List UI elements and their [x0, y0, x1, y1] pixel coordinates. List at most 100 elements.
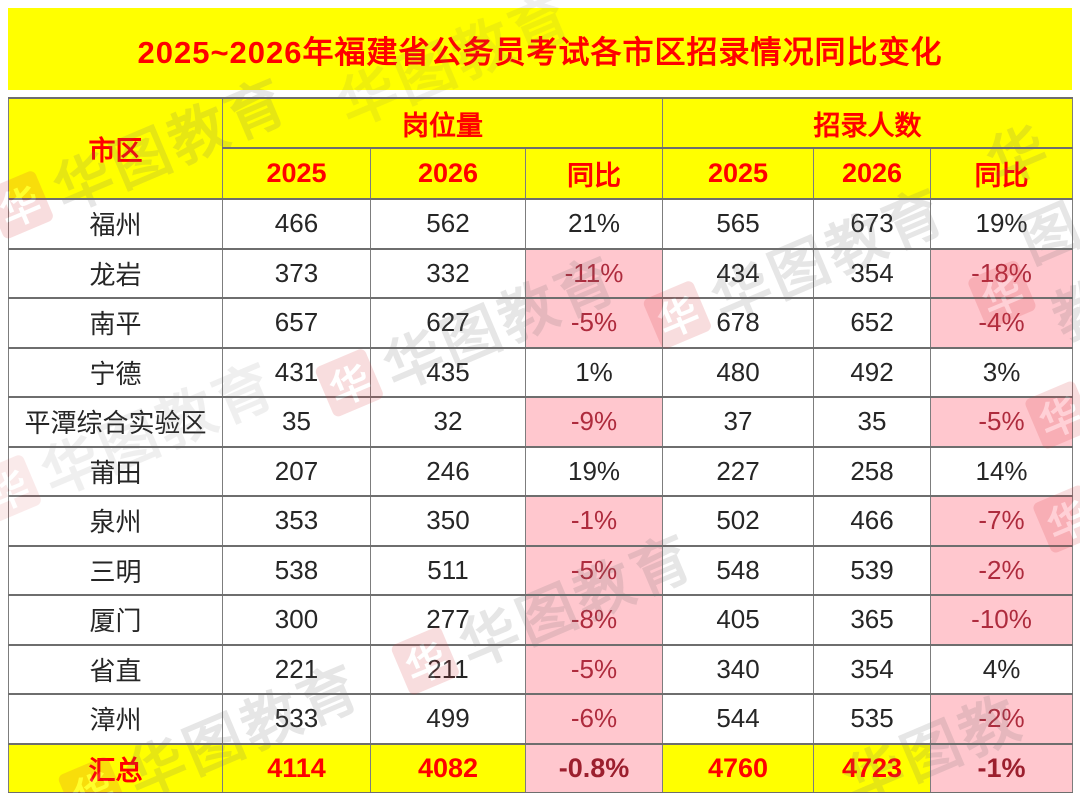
recruits-2025-cell: 502 — [662, 495, 815, 547]
recruits-yoy-cell: 4% — [930, 643, 1074, 695]
recruits-2025-cell: 434 — [662, 247, 815, 299]
positions-2026-cell: 246 — [370, 445, 526, 497]
recruits-2026-cell: 258 — [813, 445, 932, 497]
recruits-2026-cell: 535 — [813, 693, 932, 745]
table-row: 三明 538 511 -5% 548 539 -2% — [8, 544, 1074, 596]
recruits-yoy-cell: -18% — [930, 247, 1074, 299]
positions-yoy-cell: -0.8% — [524, 742, 664, 793]
positions-2026-cell: 4082 — [370, 742, 526, 793]
positions-yoy-cell: -6% — [524, 693, 664, 745]
table-row: 南平 657 627 -5% 678 652 -4% — [8, 297, 1074, 349]
recruits-yoy-cell: -7% — [930, 495, 1074, 547]
positions-2025-cell: 431 — [222, 346, 371, 398]
table-row: 龙岩 373 332 -11% 434 354 -18% — [8, 247, 1074, 299]
positions-yoy-cell: -9% — [524, 396, 664, 448]
recruits-yoy-cell: -1% — [930, 742, 1074, 793]
recruits-2025-cell: 678 — [662, 297, 815, 349]
positions-2025-cell: 353 — [222, 495, 371, 547]
positions-2025-cell: 657 — [222, 297, 371, 349]
table-row: 汇总 4114 4082 -0.8% 4760 4723 -1% — [8, 742, 1074, 793]
table-row: 泉州 353 350 -1% 502 466 -7% — [8, 495, 1074, 547]
positions-2026-cell: 511 — [370, 544, 526, 596]
recruits-2025-cell: 37 — [662, 396, 815, 448]
positions-2026-cell: 627 — [370, 297, 526, 349]
positions-2025-cell: 373 — [222, 247, 371, 299]
recruits-2026-cell: 673 — [813, 198, 932, 250]
region-cell: 福州 — [8, 198, 223, 250]
column-header-region: 市区 — [8, 97, 223, 200]
recruits-2026-cell: 466 — [813, 495, 932, 547]
recruits-yoy-cell: 14% — [930, 445, 1074, 497]
positions-yoy-cell: -5% — [524, 297, 664, 349]
positions-yoy-cell: 1% — [524, 346, 664, 398]
table-row: 宁德 431 435 1% 480 492 3% — [8, 346, 1074, 398]
recruitment-table: 市区 岗位量 招录人数 2025 2026 同比 2025 2026 同比 福州… — [8, 97, 1074, 793]
recruits-2026-cell: 354 — [813, 247, 932, 299]
column-group-positions: 岗位量 — [221, 97, 664, 149]
page-title: 2025~2026年福建省公务员考试各市区招录情况同比变化 — [137, 34, 943, 70]
recruits-2025-cell: 227 — [662, 445, 815, 497]
recruits-2025-cell: 548 — [662, 544, 815, 596]
recruits-2026-cell: 652 — [813, 297, 932, 349]
positions-2025-cell: 4114 — [222, 742, 371, 793]
positions-2025-cell: 35 — [222, 396, 371, 448]
region-cell: 漳州 — [8, 693, 223, 745]
recruits-2025-cell: 565 — [662, 198, 815, 250]
region-cell: 莆田 — [8, 445, 223, 497]
header-group-row: 市区 岗位量 招录人数 — [8, 97, 1074, 200]
table-body: 福州 466 562 21% 565 673 19% 龙岩 373 332 -1… — [8, 198, 1074, 793]
recruits-yoy-cell: -4% — [930, 297, 1074, 349]
positions-2026-cell: 277 — [370, 594, 526, 646]
region-cell: 三明 — [8, 544, 223, 596]
header-sub-row: 2025 2026 同比 2025 2026 同比 — [9, 147, 1074, 200]
region-cell: 泉州 — [8, 495, 223, 547]
table-row: 省直 221 211 -5% 340 354 4% — [8, 643, 1074, 695]
positions-yoy-cell: -1% — [524, 495, 664, 547]
column-header-recruits-yoy: 同比 — [930, 147, 1074, 200]
positions-2025-cell: 538 — [222, 544, 371, 596]
column-header-recruits-2025: 2025 — [662, 147, 815, 200]
recruits-yoy-cell: 19% — [930, 198, 1074, 250]
recruits-2026-cell: 539 — [813, 544, 932, 596]
table-row: 福州 466 562 21% 565 673 19% — [8, 198, 1074, 250]
positions-2026-cell: 435 — [370, 346, 526, 398]
region-cell: 龙岩 — [8, 247, 223, 299]
region-cell: 汇总 — [8, 742, 223, 793]
table-row: 厦门 300 277 -8% 405 365 -10% — [8, 594, 1074, 646]
recruits-2025-cell: 405 — [662, 594, 815, 646]
recruits-yoy-cell: -10% — [930, 594, 1074, 646]
positions-2026-cell: 562 — [370, 198, 526, 250]
recruits-2025-cell: 480 — [662, 346, 815, 398]
recruits-2026-cell: 492 — [813, 346, 932, 398]
positions-yoy-cell: -8% — [524, 594, 664, 646]
column-group-recruits: 招录人数 — [662, 97, 1074, 149]
region-cell: 南平 — [8, 297, 223, 349]
positions-yoy-cell: 19% — [524, 445, 664, 497]
recruits-2025-cell: 340 — [662, 643, 815, 695]
positions-2025-cell: 221 — [222, 643, 371, 695]
recruits-2025-cell: 544 — [662, 693, 815, 745]
positions-2026-cell: 499 — [370, 693, 526, 745]
positions-yoy-cell: -5% — [524, 544, 664, 596]
recruits-yoy-cell: -2% — [930, 693, 1074, 745]
recruits-yoy-cell: 3% — [930, 346, 1074, 398]
table-header: 市区 岗位量 招录人数 2025 2026 同比 2025 2026 同比 — [8, 97, 1074, 200]
recruits-2026-cell: 4723 — [813, 742, 932, 793]
table-row: 漳州 533 499 -6% 544 535 -2% — [8, 693, 1074, 745]
recruits-yoy-cell: -5% — [930, 396, 1074, 448]
positions-2025-cell: 207 — [222, 445, 371, 497]
recruits-2025-cell: 4760 — [662, 742, 815, 793]
title-banner: 2025~2026年福建省公务员考试各市区招录情况同比变化 — [8, 8, 1072, 90]
positions-yoy-cell: 21% — [524, 198, 664, 250]
recruits-2026-cell: 365 — [813, 594, 932, 646]
region-cell: 宁德 — [8, 346, 223, 398]
column-header-positions-2026: 2026 — [370, 147, 526, 200]
region-cell: 厦门 — [8, 594, 223, 646]
positions-2026-cell: 350 — [370, 495, 526, 547]
table-row: 莆田 207 246 19% 227 258 14% — [8, 445, 1074, 497]
recruits-2026-cell: 354 — [813, 643, 932, 695]
positions-2026-cell: 32 — [370, 396, 526, 448]
positions-yoy-cell: -11% — [524, 247, 664, 299]
recruits-2026-cell: 35 — [813, 396, 932, 448]
